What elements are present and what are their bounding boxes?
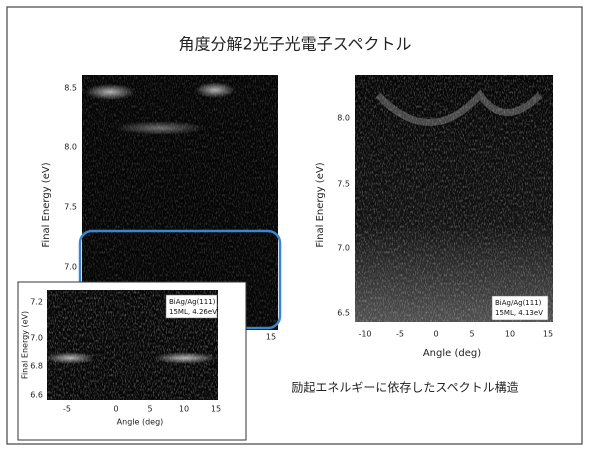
y-tick-label: 7.0: [30, 334, 43, 343]
band-feature: [45, 352, 95, 364]
x-tick-label: 15: [266, 333, 276, 342]
y-tick-label: 8.5: [64, 84, 77, 93]
y-axis-label: Final Energy (eV): [21, 311, 30, 379]
y-tick-label: 7.5: [64, 203, 77, 212]
y-axis-label: Final Energy (eV): [41, 162, 52, 247]
x-tick-label: 15: [211, 405, 221, 414]
page: {"title": "角度分解2光子光電子スペクトル", "panels": […: [0, 0, 590, 450]
y-tick-label: 7.5: [337, 180, 350, 189]
y-tick-label: 8.0: [337, 114, 350, 123]
y-tick-label: 7.0: [337, 244, 350, 253]
caption: 励起エネルギーに依存したスペクトル構造: [291, 380, 518, 395]
legend-text: 15ML, 4.26eV: [169, 308, 217, 316]
x-tick-label: -10: [358, 330, 371, 339]
y-tick-label: 6.5: [337, 309, 350, 318]
image-shading: [355, 75, 553, 322]
x-tick-label: 10: [505, 330, 515, 339]
legend-text: BiAg/Ag(111): [169, 298, 216, 306]
legend-text: 15ML, 4.13eV: [495, 309, 543, 317]
x-tick-label: 0: [113, 405, 118, 414]
y-tick-label: 6.8: [30, 362, 43, 371]
band-feature: [153, 352, 217, 364]
y-tick-label: 7.2: [30, 298, 43, 307]
band-feature: [85, 84, 135, 100]
y-tick-label: 6.6: [30, 391, 43, 400]
inset-panel: Final Energy (eV) 7.2 7.0 6.8 6.6 -5 0 5…: [18, 282, 246, 440]
x-tick-label: -5: [63, 405, 71, 414]
x-tick-label: 0: [433, 330, 438, 339]
x-tick-label: 5: [147, 405, 152, 414]
x-tick-label: 5: [469, 330, 474, 339]
slide: 角度分解2光子光電子スペクトル Final Energy (eV) 8.5 8.…: [0, 0, 590, 450]
band-feature: [195, 82, 235, 98]
x-tick-label: -5: [396, 330, 404, 339]
y-tick-label: 8.0: [64, 143, 77, 152]
x-tick-label: 10: [179, 405, 189, 414]
legend-text: BiAg/Ag(111): [495, 299, 542, 307]
band-feature: [115, 121, 205, 135]
x-tick-label: 15: [543, 330, 553, 339]
x-axis-label: Angle (deg): [117, 418, 164, 427]
y-tick-label: 7.0: [64, 263, 77, 272]
x-axis-label: Angle (deg): [423, 348, 481, 359]
y-axis-label: Final Energy (eV): [315, 162, 326, 247]
slide-title: 角度分解2光子光電子スペクトル: [178, 35, 411, 54]
